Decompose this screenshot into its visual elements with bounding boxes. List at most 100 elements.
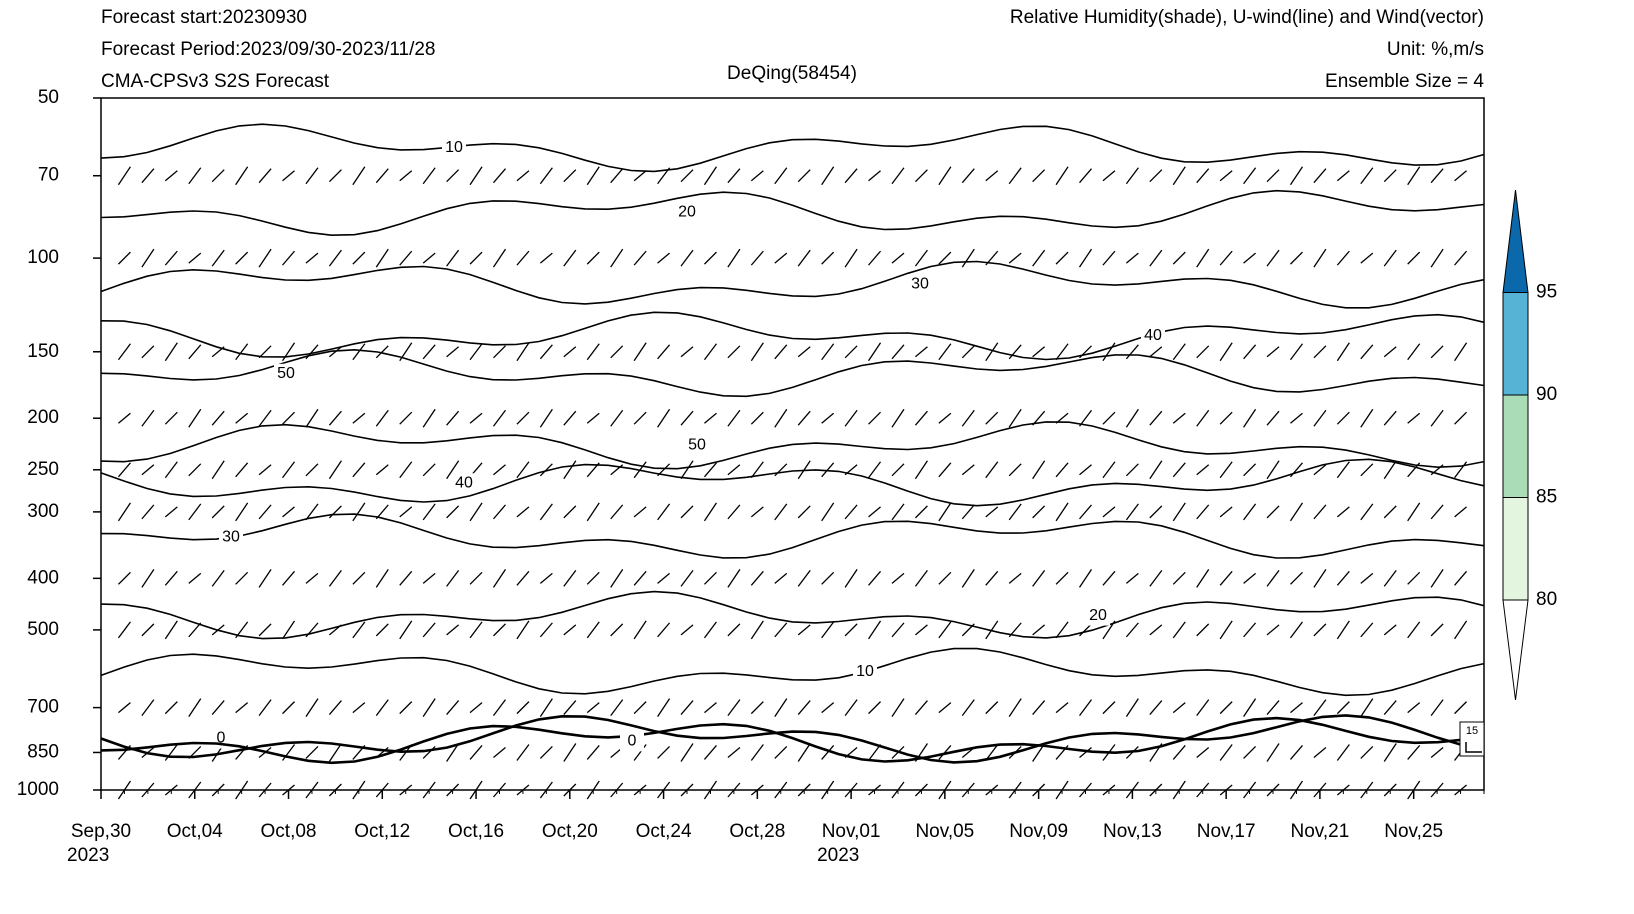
wind-barb (446, 410, 460, 426)
wind-barb (1008, 344, 1022, 360)
wind-barb (1383, 460, 1397, 480)
wind-barb (1055, 343, 1069, 361)
wind-barb (844, 699, 858, 716)
wind-barb (1266, 169, 1280, 183)
contour-label-bg (274, 363, 298, 384)
wind-barb (1219, 506, 1233, 518)
wind-barb (328, 743, 342, 762)
wind-barb (774, 698, 788, 717)
wind-barb (1383, 249, 1397, 267)
wind-barb (492, 248, 507, 268)
wind-barb (727, 504, 741, 520)
contour-label: 50 (688, 437, 706, 454)
wind-barb (352, 702, 366, 714)
wind-barb (844, 345, 858, 359)
contour-line (100, 716, 1485, 765)
wind-barb (727, 345, 741, 359)
wind-barb (703, 166, 717, 186)
wind-barb (891, 503, 905, 521)
wind-barb (1313, 568, 1327, 588)
wind-barb (774, 167, 788, 185)
wind-barb (610, 409, 624, 427)
wind-barb (446, 249, 460, 267)
wind-barb (1172, 343, 1186, 361)
wind-barb (1313, 345, 1327, 359)
y-tick-label: 300 (27, 501, 59, 522)
wind-barb (1360, 344, 1374, 360)
wind-barb (633, 506, 647, 518)
wind-barb (1313, 699, 1327, 716)
vector-reference-box (1459, 721, 1485, 757)
x-tick-sublabel: 2023 (817, 845, 859, 866)
wind-barb (914, 460, 928, 480)
wind-barb (821, 780, 835, 800)
wind-barb (1336, 744, 1350, 761)
wind-barb (680, 783, 694, 797)
wind-barb (1125, 503, 1139, 521)
wind-barb (727, 248, 741, 268)
wind-barb (1219, 620, 1233, 640)
wind-barb (657, 408, 671, 428)
wind-barb (1407, 702, 1421, 714)
wind-barb (1079, 782, 1093, 798)
contour-label: 20 (678, 203, 696, 220)
wind-barb (1102, 701, 1116, 715)
wind-barb (117, 251, 131, 265)
wind-barb (1336, 784, 1350, 796)
contour-line (100, 311, 1485, 361)
wind-barb (915, 346, 928, 358)
wind-barb (1243, 781, 1257, 799)
wind-barb (1196, 699, 1210, 716)
wind-barb (516, 506, 530, 518)
wind-barb (1407, 745, 1421, 760)
wind-barb (469, 251, 483, 265)
wind-barb (1407, 343, 1421, 361)
wind-barb (1336, 570, 1350, 586)
wind-barb (516, 620, 530, 640)
wind-barb (492, 168, 506, 184)
wind-barb (680, 569, 694, 587)
wind-barb (657, 572, 670, 584)
wind-barb (1266, 505, 1280, 519)
wind-barb (446, 169, 460, 183)
wind-barb (821, 343, 835, 361)
wind-barb (539, 167, 553, 185)
wind-barb (1172, 502, 1186, 522)
wind-barb (1172, 780, 1186, 800)
wind-barb (914, 569, 928, 587)
wind-barb (235, 702, 249, 714)
header-right: Unit: %,m/s (1387, 39, 1484, 60)
wind-barb (375, 345, 389, 359)
wind-barb (1196, 782, 1210, 798)
wind-barb (1172, 621, 1186, 639)
x-tick-label: Oct,04 (167, 821, 223, 842)
wind-barb (328, 410, 342, 426)
wind-barb (1360, 167, 1374, 185)
x-tick-label: Oct,12 (354, 821, 410, 842)
wind-barb (1454, 250, 1468, 266)
contour-line (100, 123, 1485, 173)
wind-barb (188, 781, 202, 799)
wind-barb (141, 168, 155, 184)
wind-barb (516, 701, 530, 715)
wind-barb (797, 783, 811, 797)
wind-barb (211, 505, 225, 519)
wind-barb (1125, 572, 1139, 584)
wind-barb (1102, 411, 1116, 425)
wind-barb (1430, 699, 1444, 716)
wind-barb (985, 570, 999, 586)
wind-barb (117, 621, 131, 639)
wind-barb (164, 784, 178, 796)
wind-barb (352, 621, 366, 639)
wind-barb (141, 464, 155, 476)
wind-barb (1383, 783, 1397, 797)
contour-line (100, 348, 1485, 398)
wind-barb (680, 505, 694, 519)
wind-barb (1125, 167, 1139, 185)
wind-barb (797, 505, 811, 519)
wind-barb (399, 784, 413, 796)
wind-barb (563, 700, 577, 716)
wind-barb (305, 572, 319, 584)
wind-barb (328, 569, 342, 587)
